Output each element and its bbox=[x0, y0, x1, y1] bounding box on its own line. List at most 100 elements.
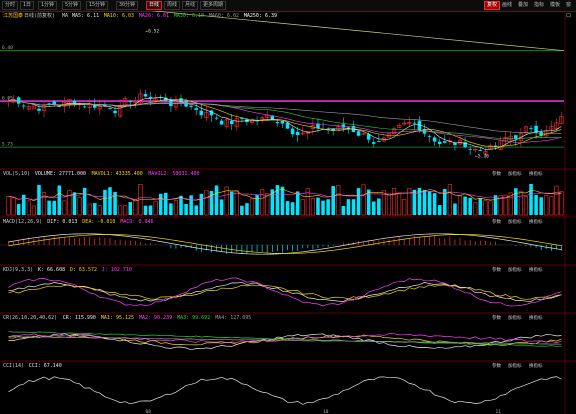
candle-body bbox=[488, 145, 493, 150]
volume-bar bbox=[280, 186, 285, 215]
volume-bar bbox=[453, 203, 457, 215]
toolbar-button-1[interactable]: 叠加 bbox=[518, 2, 529, 8]
candle-body bbox=[57, 106, 62, 108]
candle-body bbox=[457, 139, 463, 145]
toolbar-button-2[interactable]: 指标 bbox=[534, 2, 545, 8]
candle-body bbox=[437, 141, 442, 145]
volume-bar bbox=[270, 189, 275, 215]
candle-body bbox=[453, 142, 457, 146]
candle-body bbox=[316, 123, 320, 129]
cci-control-2[interactable]: 换指标 bbox=[529, 362, 543, 369]
volume-bar bbox=[498, 195, 503, 216]
volume-bar bbox=[255, 195, 259, 215]
candle-body bbox=[432, 137, 437, 142]
volume-bar bbox=[11, 197, 16, 216]
volume-bar bbox=[457, 195, 463, 216]
cr-control-1[interactable]: 加指标 bbox=[508, 314, 522, 321]
period-tab-7[interactable]: 周线 bbox=[164, 1, 181, 10]
macd-control-2[interactable]: 换指标 bbox=[529, 218, 543, 225]
toolbar-button-4[interactable]: 窗口 bbox=[566, 2, 572, 19]
grid-lines bbox=[0, 11, 576, 414]
candle-body bbox=[214, 117, 219, 119]
period-tab-5[interactable]: 30分钟 bbox=[116, 1, 139, 10]
volume-bar bbox=[214, 185, 219, 215]
volume-bar bbox=[427, 191, 432, 215]
volume-control-0[interactable]: 参数 bbox=[492, 170, 501, 177]
period-tab-9[interactable]: 更多周期 bbox=[200, 1, 227, 10]
candle-body bbox=[194, 108, 199, 110]
candle-body bbox=[539, 132, 543, 136]
volume-bar bbox=[103, 189, 107, 215]
candle-body bbox=[199, 110, 204, 116]
volume-bar bbox=[219, 199, 224, 215]
cci-pane[interactable] bbox=[8, 376, 562, 405]
candle-body bbox=[290, 128, 295, 135]
volume-bar bbox=[468, 197, 472, 215]
volume-bar bbox=[87, 203, 92, 216]
kdj-control-1[interactable]: 加指标 bbox=[508, 266, 522, 273]
period-tab-4[interactable]: 15分钟 bbox=[86, 1, 109, 10]
macd-control-0[interactable]: 参数 bbox=[492, 218, 501, 225]
vol-ma-10 bbox=[8, 191, 562, 201]
kdj-title: KDJ(9,3,3) bbox=[3, 267, 33, 273]
period-label: 日线(前复权) bbox=[24, 12, 55, 19]
volume-bar bbox=[224, 186, 229, 216]
volume-bar bbox=[164, 192, 168, 215]
candle-body bbox=[356, 131, 361, 136]
volume-bar bbox=[179, 195, 183, 215]
volume-bar bbox=[6, 196, 11, 216]
candle-body bbox=[523, 126, 529, 133]
cr-value-0: CR: 115.990 bbox=[63, 315, 96, 321]
candle-body bbox=[16, 97, 21, 104]
candle-body bbox=[37, 108, 41, 111]
candle-body bbox=[189, 105, 193, 107]
candle-body bbox=[443, 141, 447, 143]
cr-control-0[interactable]: 参数 bbox=[492, 314, 501, 321]
kdj-pane[interactable] bbox=[8, 277, 562, 307]
period-tab-3[interactable]: 5分钟 bbox=[62, 1, 82, 10]
ma-value-3: MA30: 6.10 bbox=[174, 13, 204, 19]
candle-body bbox=[463, 142, 467, 148]
kdj-value-1: D: 63.572 bbox=[70, 267, 97, 273]
volume-bar bbox=[554, 185, 559, 216]
candle-body bbox=[483, 151, 488, 154]
period-tab-0[interactable]: 分时 bbox=[2, 1, 19, 10]
volume-control-1[interactable]: 加指标 bbox=[508, 170, 522, 177]
volume-bar bbox=[143, 205, 148, 215]
fuquan-button[interactable]: 复权 bbox=[484, 1, 501, 10]
volume-value-2: MAVOL2: 50031.400 bbox=[148, 171, 199, 177]
kdj-control-0[interactable]: 参数 bbox=[492, 266, 501, 273]
cci-control-0[interactable]: 参数 bbox=[492, 362, 501, 369]
volume-bar bbox=[371, 201, 376, 215]
kdj-value-0: K: 66.608 bbox=[38, 267, 65, 273]
macd-pane[interactable] bbox=[0, 233, 564, 255]
toolbar-button-0[interactable]: 画线 bbox=[502, 2, 513, 8]
volume-bar bbox=[391, 188, 397, 216]
candle-body bbox=[31, 105, 36, 110]
candle-body bbox=[427, 136, 432, 138]
volume-bar bbox=[473, 202, 478, 216]
cci-control-1[interactable]: 加指标 bbox=[508, 362, 522, 369]
volume-control-2[interactable]: 换指标 bbox=[529, 170, 543, 177]
volume-bar bbox=[194, 205, 199, 215]
volume-bar bbox=[417, 187, 422, 215]
macd-control-1[interactable]: 加指标 bbox=[508, 218, 522, 225]
period-tab-1[interactable]: 1日 bbox=[20, 1, 35, 10]
candle-body bbox=[361, 133, 366, 135]
volume-bar bbox=[381, 190, 386, 216]
candle-body bbox=[72, 100, 77, 105]
period-tab-8[interactable]: 月线 bbox=[182, 1, 199, 10]
period-tab-2[interactable]: 1分钟 bbox=[38, 1, 58, 10]
volume-bar bbox=[305, 188, 310, 216]
volume-pane[interactable] bbox=[6, 183, 564, 216]
period-tab-6[interactable]: 日线 bbox=[146, 1, 163, 10]
kdj-control-2[interactable]: 换指标 bbox=[529, 266, 543, 273]
main-price-pane[interactable] bbox=[0, 11, 565, 159]
cr-control-2[interactable]: 换指标 bbox=[529, 314, 543, 321]
volume-bar bbox=[229, 191, 234, 215]
cr-pane[interactable] bbox=[8, 331, 562, 351]
macd-title: MACD(12,26,9) bbox=[3, 219, 42, 225]
toolbar-button-3[interactable]: 模板 bbox=[550, 2, 561, 8]
kline-chart[interactable]: 江苏国泰 日线(前复权) MA MA5: 6.11 MA10: 6.03 MA20: 6.… bbox=[0, 11, 576, 414]
volume-bar bbox=[529, 183, 533, 215]
